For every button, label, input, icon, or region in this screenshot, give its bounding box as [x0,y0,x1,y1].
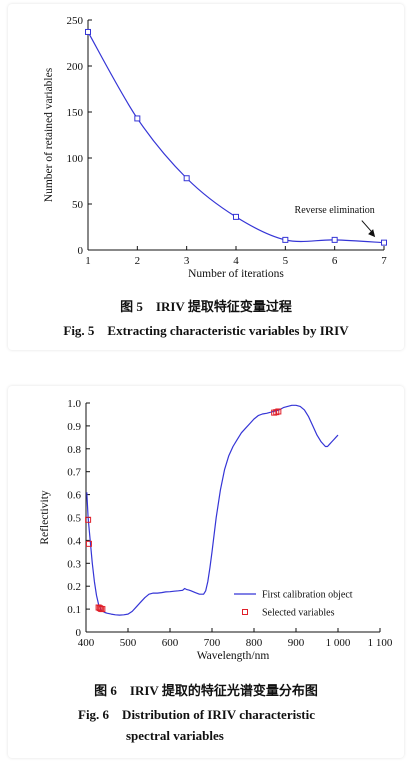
selected-variable-marker [85,516,92,523]
y-tick-label: 0.9 [67,421,81,433]
x-tick-label: 800 [246,637,263,649]
y-tick-label: 0 [78,245,84,257]
data-point [331,236,338,243]
y-tick-label: 0.4 [67,535,81,547]
y-axis-label: Number of retained variables [43,67,55,202]
selected-variable-marker [99,606,106,613]
y-tick-label: 0.5 [67,513,81,525]
figure-6-panel: 400 500 600 700 800 900 1 000 1 100 0 0.1 0.2 0.3 0.… [8,386,404,758]
figure-6-caption-en-line1: Fig. 6 Distribution of IRIV characterist… [78,707,315,722]
figure-6-caption-cn: 图 6 IRIV 提取的特征光谱变量分布图 [94,683,318,698]
y-tick-label: 1.0 [67,398,81,410]
spectrum-chart: 400 500 600 700 800 900 1 000 1 10000.10.20.30.… [39,398,393,662]
x-tick-label: 2 [135,255,141,267]
y-tick-label: 150 [67,107,84,119]
y-tick-label: 0.6 [67,490,81,502]
legend-label-series-1: First calibration object [262,590,353,601]
y-tick-label: 0 [76,627,82,639]
x-tick-label: 7 [381,255,387,267]
figure-6-caption-en-line2: spectral variables [126,728,224,743]
x-tick-label: 1 000 [326,637,351,649]
x-tick-label: 1 [85,255,91,267]
selected-variable-marker [275,408,282,415]
data-point [183,175,190,182]
figure-5-caption-en: Fig. 5 Extracting characteristic variabl… [63,323,349,338]
data-point [85,28,91,35]
y-tick-label: 100 [67,153,84,165]
x-axis-label: Number of iterations [188,268,284,280]
y-tick-label: 200 [67,61,84,73]
y-axis-label: Reflectivity [39,490,51,545]
figure-5-caption-cn: 图 5 IRIV 提取特征变量过程 [120,299,292,314]
y-tick-label: 0.3 [67,558,81,570]
x-tick-label: 6 [332,255,338,267]
legend-label-series-2: Selected variables [262,608,335,619]
selected-variable-marker [85,540,92,547]
figure-5-panel: 1 2 3 4 5 6 7 0 50 100 150 200 250 Number of iteratio… [8,4,404,350]
iterations-chart: 1 2 3 4 5 6 7 0 50 100 150 200 250 Number of iteratio… [43,15,387,280]
annotation-text: Reverse elimination [295,205,375,216]
legend-marker-swatch [242,609,248,615]
x-tick-label: 900 [288,637,305,649]
x-tick-label: 600 [162,637,179,649]
data-point [381,239,387,246]
x-tick-label: 700 [204,637,221,649]
x-axis-label: Wavelength/nm [197,650,270,662]
spectrum-line [86,404,339,616]
annotation-arrow-head [368,229,376,238]
data-point [233,213,239,220]
x-tick-label: 5 [283,255,289,267]
y-tick-label: 0.2 [67,581,81,593]
y-tick-label: 0.8 [67,444,81,456]
y-tick-label: 0.7 [67,467,81,479]
data-point [282,236,289,243]
x-tick-label: 1 100 [368,637,393,649]
y-tick-label: 50 [72,199,84,211]
x-tick-label: 500 [120,637,137,649]
data-point [134,115,141,122]
x-tick-label: 4 [233,255,239,267]
x-tick-label: 400 [78,637,95,649]
y-tick-label: 0.1 [67,604,81,616]
y-tick-label: 250 [67,15,84,27]
x-tick-label: 3 [184,255,190,267]
